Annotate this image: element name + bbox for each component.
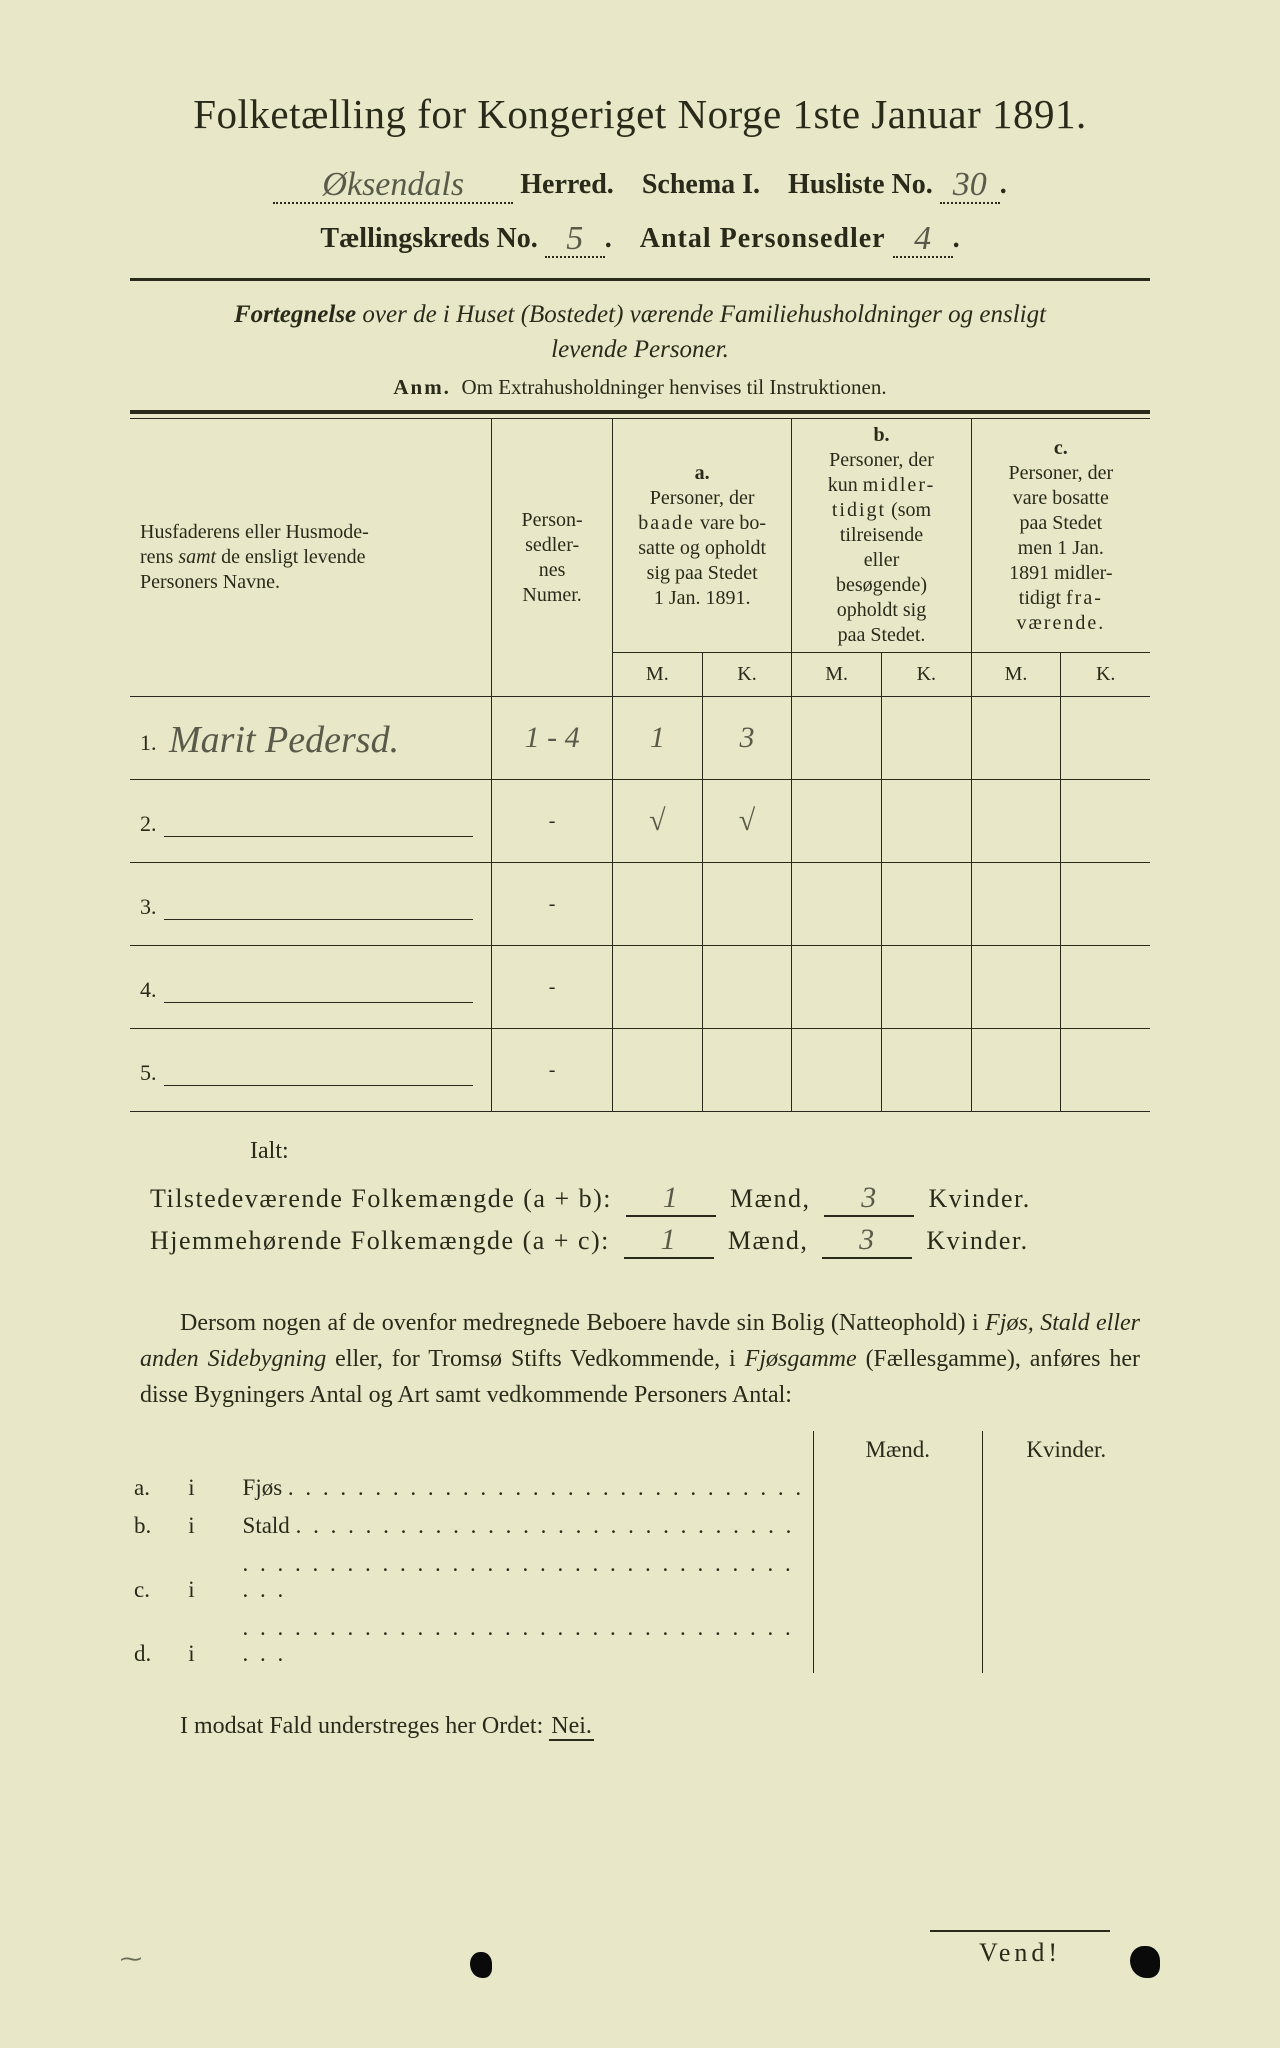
divider bbox=[130, 278, 1150, 281]
col-b-k: K. bbox=[882, 653, 972, 697]
table-row: 2. - √ √ bbox=[130, 780, 1150, 863]
ink-spot bbox=[470, 1952, 492, 1978]
col-a-k: K. bbox=[702, 653, 792, 697]
col-header-a: a. Personer, derbaade vare bo-satte og o… bbox=[612, 419, 791, 653]
l2-m: 1 bbox=[661, 1223, 678, 1256]
col-a-m: M. bbox=[612, 653, 702, 697]
col-header-name: Husfaderens eller Husmode-rens samt de e… bbox=[130, 419, 492, 697]
husliste-value: 30 bbox=[953, 166, 987, 203]
ink-spot bbox=[1130, 1946, 1160, 1978]
schema-label: Schema I. bbox=[642, 169, 760, 200]
main-table: Husfaderens eller Husmode-rens samt de e… bbox=[130, 419, 1150, 1111]
row1-name: Marit Pedersd. bbox=[169, 719, 399, 761]
anm-line: Anm. Om Extrahusholdninger henvises til … bbox=[130, 375, 1150, 400]
row1-aK: 3 bbox=[739, 721, 754, 754]
table-top-rule bbox=[130, 410, 1150, 419]
header-line-1: Øksendals Herred. Schema I. Husliste No.… bbox=[130, 164, 1150, 204]
totals-line-1: Tilstedeværende Folkemængde (a + b): 1 M… bbox=[150, 1181, 1150, 1217]
header-line-2: Tællingskreds No. 5. Antal Personsedler … bbox=[130, 218, 1150, 258]
kreds-value: 5 bbox=[566, 220, 583, 257]
l1-m: 1 bbox=[663, 1181, 680, 1214]
col-b-m: M. bbox=[792, 653, 882, 697]
herred-value: Øksendals bbox=[322, 166, 464, 203]
l1-k: 3 bbox=[861, 1181, 878, 1214]
row2-aM: √ bbox=[649, 804, 665, 837]
lower-row: c. i . . . . . . . . . . . . . . . . . .… bbox=[130, 1545, 1150, 1609]
table-row: 3. - bbox=[130, 863, 1150, 946]
col-header-b: b. Personer, derkun midler-tidigt (somti… bbox=[792, 419, 971, 653]
table-row: 5. - bbox=[130, 1029, 1150, 1112]
anm-text: Om Extrahusholdninger henvises til Instr… bbox=[461, 375, 886, 399]
lower-row: a. i Fjøs . . . . . . . . . . . . . . . … bbox=[130, 1469, 1150, 1507]
row1-num: 1 - 4 bbox=[525, 721, 580, 754]
antal-value: 4 bbox=[914, 220, 931, 257]
col-header-num: Person-sedler-nesNumer. bbox=[492, 419, 613, 697]
ialt-label: Ialt: bbox=[250, 1138, 1150, 1165]
kreds-label: Tællingskreds No. bbox=[320, 223, 537, 254]
antal-label: Antal Personsedler bbox=[640, 223, 886, 254]
lower-row: d. i . . . . . . . . . . . . . . . . . .… bbox=[130, 1609, 1150, 1673]
nei-word: Nei. bbox=[549, 1713, 594, 1741]
census-form-page: Folketælling for Kongeriget Norge 1ste J… bbox=[0, 0, 1280, 2048]
row1-aM: 1 bbox=[650, 721, 665, 754]
smudge-mark: ⁓ bbox=[120, 1946, 142, 1972]
col-header-c: c. Personer, dervare bosattepaa Stedetme… bbox=[971, 419, 1150, 653]
totals-line-2: Hjemmehørende Folkemængde (a + c): 1 Mæn… bbox=[150, 1223, 1150, 1259]
lower-maend: Mænd. bbox=[814, 1431, 982, 1469]
anm-label: Anm. bbox=[393, 375, 451, 399]
col-c-k: K. bbox=[1061, 653, 1150, 697]
table-row: 4. - bbox=[130, 946, 1150, 1029]
lower-row: b. i Stald . . . . . . . . . . . . . . .… bbox=[130, 1507, 1150, 1545]
row2-aK: √ bbox=[739, 804, 755, 837]
table-row: 1. Marit Pedersd. 1 - 4 1 3 bbox=[130, 697, 1150, 780]
herred-label: Herred. bbox=[520, 169, 614, 200]
col-c-m: M. bbox=[971, 653, 1061, 697]
vend-label: Vend! bbox=[930, 1930, 1110, 1968]
page-title: Folketælling for Kongeriget Norge 1ste J… bbox=[130, 90, 1150, 138]
paragraph: Dersom nogen af de ovenfor medregnede Be… bbox=[140, 1305, 1140, 1413]
husliste-label: Husliste No. bbox=[788, 169, 933, 200]
modsat-line: I modsat Fald understreges her Ordet: Ne… bbox=[180, 1713, 1150, 1740]
lower-kvinder: Kvinder. bbox=[982, 1431, 1150, 1469]
subtitle: Fortegnelse over de i Huset (Bostedet) v… bbox=[130, 297, 1150, 367]
l2-k: 3 bbox=[859, 1223, 876, 1256]
lower-table: Mænd. Kvinder. a. i Fjøs . . . . . . . .… bbox=[130, 1431, 1150, 1673]
